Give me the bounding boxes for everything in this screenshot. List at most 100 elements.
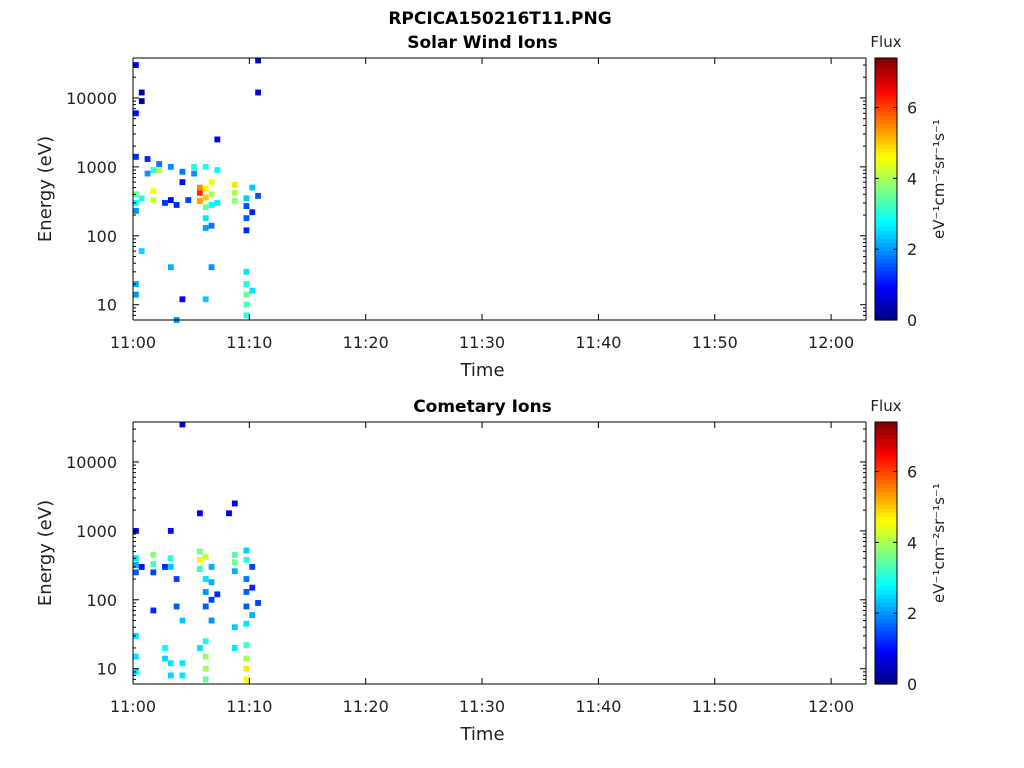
colorbar-segment — [875, 602, 897, 607]
colorbar-tick-label: 6 — [907, 99, 917, 118]
colorbar-segment — [875, 565, 897, 570]
colorbar-segment — [875, 475, 897, 480]
colorbar-segment — [875, 638, 897, 644]
colorbar-segment — [875, 647, 897, 652]
heatmap-cell — [179, 660, 186, 667]
heatmap-cell — [202, 576, 209, 582]
colorbar-segment — [875, 561, 897, 566]
heatmap-cell — [196, 510, 203, 517]
heatmap-cell — [173, 576, 180, 582]
colorbar-segment — [875, 581, 897, 587]
colorbar-segment — [875, 311, 897, 317]
colorbar-segment — [875, 279, 897, 284]
colorbar-segment — [875, 131, 897, 137]
colorbar-segment — [875, 479, 897, 484]
colorbar-segment — [875, 626, 897, 632]
colorbar-segment — [875, 287, 897, 292]
heatmap-cell — [179, 296, 186, 303]
colorbar-segment — [875, 168, 897, 174]
heatmap-cell — [208, 191, 215, 198]
heatmap-cell — [196, 189, 203, 196]
colorbar-segment — [875, 528, 897, 534]
colorbar-segment — [875, 618, 897, 624]
heatmap-cell — [202, 194, 209, 201]
colorbar-segment — [875, 536, 897, 542]
heatmap-cell — [150, 197, 157, 203]
colorbar-segment — [875, 283, 897, 288]
colorbar-segment — [875, 540, 897, 546]
colorbar-segment — [875, 197, 897, 202]
panel-title: Cometary Ions — [413, 397, 552, 417]
heatmap-cell — [162, 199, 168, 206]
panel-title: Solar Wind Ions — [407, 33, 558, 53]
colorbar-segment — [875, 250, 897, 256]
colorbar-segment — [875, 573, 897, 579]
heatmap-cell — [208, 222, 215, 229]
heatmap-cell — [214, 136, 221, 143]
colorbar-segment — [875, 438, 897, 444]
colorbar-segment — [875, 234, 897, 239]
colorbar-segment — [875, 614, 897, 620]
heatmap-cell — [144, 156, 151, 162]
colorbar-segment — [875, 266, 897, 272]
x-tick-label: 11:30 — [459, 697, 505, 716]
colorbar-tick-label: 4 — [907, 169, 917, 188]
colorbar-segment — [875, 585, 897, 591]
heatmap-cell — [208, 264, 215, 271]
colorbar-segment — [875, 503, 897, 509]
heatmap-cell — [138, 248, 145, 255]
heatmap-cell — [243, 203, 250, 209]
colorbar-segment — [875, 270, 897, 276]
heatmap-cell — [243, 676, 250, 683]
heatmap-cell — [150, 607, 157, 614]
heatmap-cell — [179, 179, 186, 186]
colorbar-segment — [875, 557, 897, 562]
heatmap-cell — [243, 281, 250, 287]
colorbar-segment — [875, 205, 897, 211]
heatmap-cell — [202, 603, 209, 610]
colorbar-segment — [875, 495, 897, 501]
y-tick-label: 10 — [97, 660, 117, 679]
colorbar-segment — [875, 295, 897, 301]
heatmap-cell — [138, 98, 145, 105]
colorbar-segment — [875, 671, 897, 677]
heatmap-cell — [167, 555, 174, 562]
heatmap-cell — [208, 563, 215, 570]
colorbar-segment — [875, 434, 897, 439]
colorbar-segment — [875, 172, 897, 178]
y-axis-label: Energy (eV) — [35, 500, 56, 606]
colorbar-segment — [875, 209, 897, 215]
colorbar-segment — [875, 593, 897, 599]
heatmap-cell — [249, 209, 256, 216]
colorbar-segment — [875, 512, 897, 517]
heatmap-cell — [133, 653, 139, 660]
colorbar-segment — [875, 70, 897, 75]
heatmap-cell — [202, 665, 209, 672]
heatmap-cell — [179, 421, 186, 428]
heatmap-cell — [214, 199, 221, 206]
heatmap-cell — [208, 617, 215, 624]
heatmap-cell — [144, 170, 151, 177]
heatmap-cell — [133, 291, 139, 298]
colorbar-segment — [875, 667, 897, 673]
heatmap-cell — [202, 296, 209, 303]
heatmap-cell — [231, 551, 238, 558]
figure-title: RPCICA150216T11.PNG — [388, 9, 611, 29]
heatmap-cell — [231, 181, 238, 188]
colorbar-tick-label: 2 — [907, 604, 917, 623]
heatmap-cell — [214, 167, 221, 173]
colorbar-segment — [875, 589, 897, 595]
colorbar-segment — [875, 487, 897, 493]
panel-2: 11:00 11:10 11:20 11:30 11:40 11:50 12:00 10 100… — [35, 397, 948, 745]
heatmap-cell — [179, 168, 186, 175]
heatmap-cell — [249, 287, 256, 294]
x-tick-label: 11:10 — [226, 333, 272, 352]
heatmap-cell — [133, 207, 139, 214]
colorbar-segment — [875, 262, 897, 268]
heatmap-cell — [167, 660, 174, 667]
colorbar-segment — [875, 111, 897, 116]
colorbar-segment — [875, 553, 897, 558]
colorbar-segment — [875, 201, 897, 206]
colorbar: 0 2 4 6 Flux eV⁻¹cm⁻²sr⁻¹s⁻¹ — [870, 397, 948, 694]
